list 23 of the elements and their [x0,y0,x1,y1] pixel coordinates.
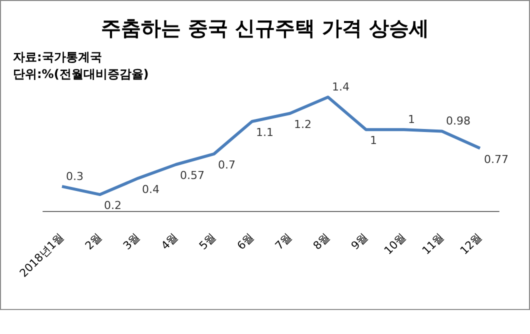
data-label: 0.98 [446,114,470,128]
data-label: 0.77 [484,152,508,166]
data-label: 1 [370,134,377,148]
x-tick-label: 4월 [158,230,181,252]
data-label: 1.1 [256,126,274,139]
text: 단위:%(전월대비증감율) [13,67,149,81]
text: 자료:국가통계국 [13,50,102,64]
data-label: 1.4 [332,80,350,94]
x-tick-label: 5월 [196,230,219,252]
data-label: 1.2 [294,118,312,131]
data-label: 0.3 [66,170,84,183]
x-tick-label: 8월 [310,230,333,252]
data-label: 0.57 [180,168,204,182]
data-label: 0.2 [104,199,122,212]
chart-title: 주춤하는 중국 신규주택 가격 상승세 [101,16,429,40]
x-tick-label: 7월 [272,230,295,252]
data-label: 0.7 [218,158,236,172]
x-tick-label: 3월 [120,230,143,252]
data-label: 1 [408,113,415,126]
x-tick-label: 9월 [348,230,371,252]
x-tick-label: 6월 [234,230,257,252]
x-tick-label: 2월 [82,230,105,252]
data-label: 0.4 [142,182,160,196]
